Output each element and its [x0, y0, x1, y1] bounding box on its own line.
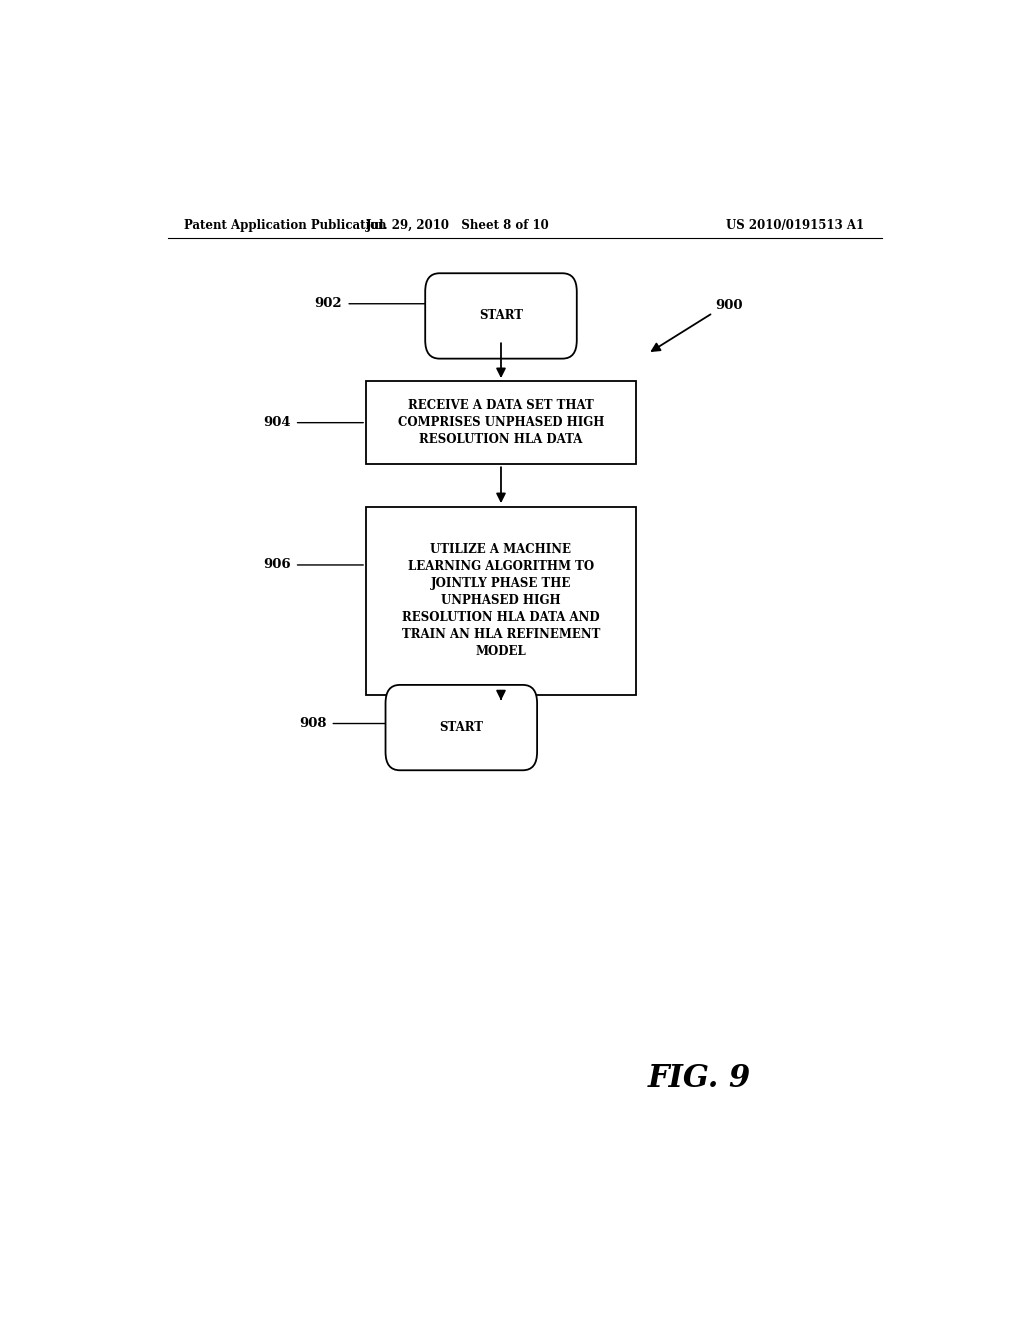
Text: 902: 902 — [314, 297, 342, 310]
Bar — [366, 381, 636, 465]
Text: US 2010/0191513 A1: US 2010/0191513 A1 — [726, 219, 863, 232]
Text: 906: 906 — [263, 558, 291, 572]
Text: START: START — [479, 309, 523, 322]
Text: 908: 908 — [299, 717, 327, 730]
Bar — [366, 507, 636, 694]
Text: FIG. 9: FIG. 9 — [648, 1063, 751, 1094]
Text: RECEIVE A DATA SET THAT
COMPRISES UNPHASED HIGH
RESOLUTION HLA DATA: RECEIVE A DATA SET THAT COMPRISES UNPHAS… — [397, 399, 604, 446]
FancyBboxPatch shape — [385, 685, 538, 771]
Text: 904: 904 — [263, 416, 291, 429]
Text: 900: 900 — [715, 300, 742, 313]
Text: Jul. 29, 2010   Sheet 8 of 10: Jul. 29, 2010 Sheet 8 of 10 — [366, 219, 549, 232]
Text: START: START — [439, 721, 483, 734]
FancyBboxPatch shape — [425, 273, 577, 359]
Text: Patent Application Publication: Patent Application Publication — [183, 219, 386, 232]
Text: UTILIZE A MACHINE
LEARNING ALGORITHM TO
JOINTLY PHASE THE
UNPHASED HIGH
RESOLUTI: UTILIZE A MACHINE LEARNING ALGORITHM TO … — [401, 543, 600, 659]
